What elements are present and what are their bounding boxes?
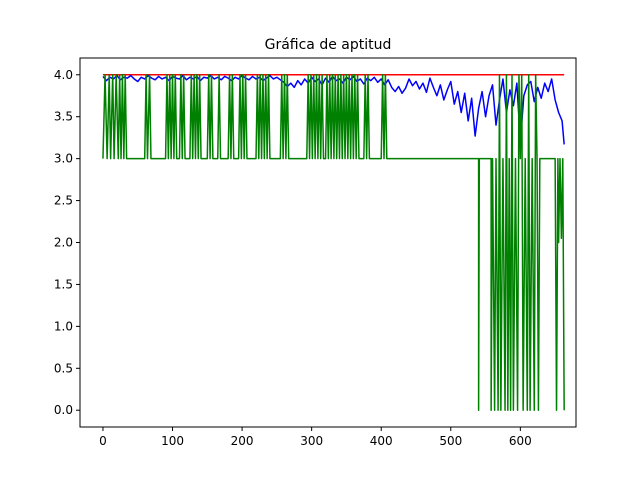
y-tick-label: 3.5 [54,110,73,124]
x-tick-label: 300 [300,434,323,448]
y-tick-label: 3.0 [54,152,73,166]
y-tick-label: 4.0 [54,68,73,82]
series-group [102,74,565,411]
y-tick-label: 2.0 [54,236,73,250]
y-tick-label: 1.5 [54,277,73,291]
y-tick-label: 0.0 [54,403,73,417]
x-tick-label: 100 [161,434,184,448]
x-tick-label: 500 [439,434,462,448]
plot-frame [79,57,577,428]
y-tick-label: 1.0 [54,319,73,333]
y-axis-ticks: 0.0 0.5 1.0 1.5 2.0 2.5 3.0 3.5 4.0 [54,68,80,417]
chart-title: Gráfica de aptitud [265,37,392,53]
x-tick-label: 400 [370,434,393,448]
x-axis-ticks: 0 100 200 300 400 500 600 [99,427,532,448]
x-tick-label: 200 [231,434,254,448]
x-tick-label: 600 [509,434,532,448]
series-line-green [102,74,565,411]
y-tick-label: 0.5 [54,361,73,375]
y-tick-label: 2.5 [54,194,73,208]
x-tick-label: 0 [99,434,107,448]
